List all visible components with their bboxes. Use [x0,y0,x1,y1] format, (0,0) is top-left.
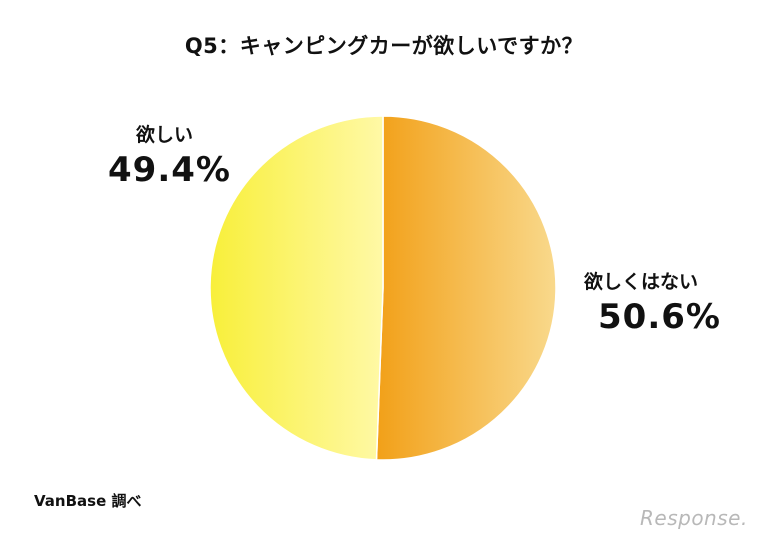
slice-name-want: 欲しい [136,124,194,146]
slice-label-want: 欲しい 49.4% [108,124,231,190]
slice-label-not-want: 欲しくはない 50.6% [584,271,721,337]
slice-value-not-want: 50.6% [598,297,721,337]
slice-name-not-want: 欲しくはない [584,271,699,293]
pie-slice-want [209,115,384,461]
source-note: VanBase 調べ [34,492,142,510]
pie-slice-not-want [375,115,557,461]
chart-title: Q5：キャンピングカーが欲しいですか？ [184,34,584,58]
slice-value-want: 49.4% [108,150,231,190]
response-logo: Response. [640,506,748,530]
